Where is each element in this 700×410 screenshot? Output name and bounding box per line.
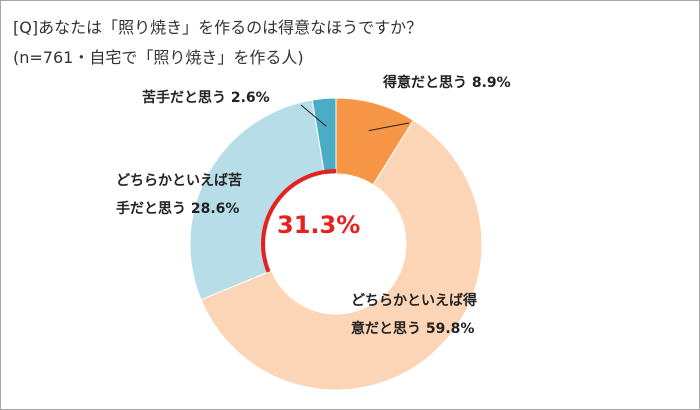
highlight-arc: [261, 169, 337, 273]
highlight-value: 31.3%: [277, 211, 360, 239]
donut-slice-2: [200, 119, 483, 391]
leader-line-1: [368, 122, 410, 132]
leader-line-2: [300, 104, 327, 127]
slice-label-line: 得意だと思う 8.9%: [382, 74, 511, 91]
slice-label-3: どちらかといえば苦手だと思う 28.6%: [116, 172, 242, 217]
slice-label-line: 意だと思う 59.8%: [351, 320, 474, 337]
donut-slice-4: [311, 97, 337, 176]
sample-note: (n=761・自宅で「照り焼き」を作る人): [13, 48, 304, 67]
slice-label-line: 手だと思う 28.6%: [116, 200, 239, 217]
question-title: [Q]あなたは「照り焼き」を作るのは得意なほうですか？: [13, 18, 423, 37]
slice-label-4: 苦手だと思う 2.6%: [142, 89, 270, 106]
slice-label-1: 得意だと思う 8.9%: [382, 74, 511, 91]
slice-label-line: どちらかといえば苦: [116, 172, 242, 189]
slice-label-2: どちらかといえば得意だと思う 59.8%: [351, 292, 477, 337]
donut-slice-3: [189, 99, 326, 301]
slice-label-line: 苦手だと思う 2.6%: [142, 89, 270, 106]
slice-label-line: どちらかといえば得: [351, 292, 477, 309]
